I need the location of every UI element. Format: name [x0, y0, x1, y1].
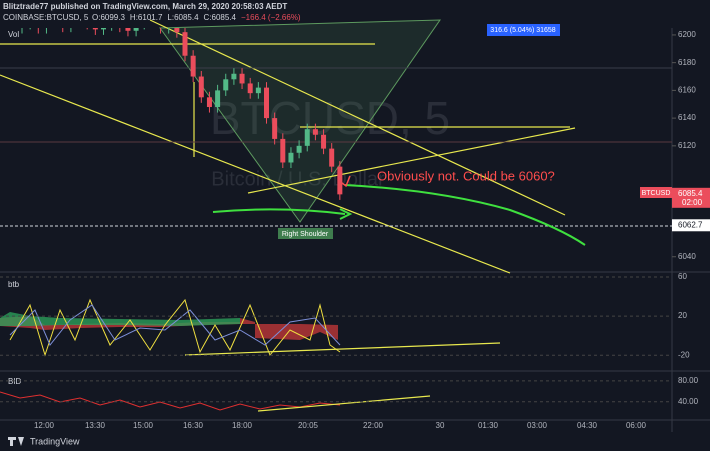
candle-body — [304, 129, 310, 146]
volume-label: Vol — [8, 30, 19, 39]
candle-body — [280, 138, 286, 163]
candle-body — [198, 76, 204, 98]
published-line: Blitztrade77 published on TradingView.co… — [3, 2, 287, 11]
indicator-axes: 6200 6180 6160 6140 6120 6040 60 20 -20 80.00 40.0… — [0, 30, 699, 406]
countdown: 02:00 — [682, 198, 703, 207]
triangle-drawing — [159, 19, 441, 223]
time-label: 20:05 — [298, 421, 319, 430]
time-label: 12:00 — [34, 421, 55, 430]
projection-curve — [344, 184, 586, 246]
annotation: Obviously not. Could be 6060? — [377, 168, 555, 183]
time-label: 30 — [436, 421, 445, 430]
symbol-title: COINBASE:BTCUSD, 5 — [3, 13, 89, 22]
candle-body — [133, 28, 139, 31]
candle-body — [174, 28, 180, 33]
candle-body — [223, 79, 229, 91]
candle-body — [288, 152, 294, 163]
candle-body — [255, 87, 261, 94]
price-tag-box — [672, 219, 710, 232]
candle-body — [264, 87, 269, 119]
time-label: 22:00 — [363, 421, 384, 430]
y-tick-label: 6180 — [678, 58, 696, 67]
quote-value: L:6085.4 — [167, 13, 199, 22]
trend-line — [257, 395, 431, 412]
time-label: 15:00 — [133, 421, 154, 430]
y-tick-label: -20 — [678, 350, 690, 359]
y-tick-label: 6160 — [678, 85, 696, 94]
candle-body — [92, 28, 98, 30]
logo-text: TradingView — [30, 436, 80, 446]
candle-body — [247, 83, 253, 94]
candles — [21, 28, 343, 200]
y-tick-label: 6040 — [678, 252, 696, 261]
trend-line — [0, 74, 511, 274]
time-label: 03:00 — [527, 421, 548, 430]
measure-box — [487, 24, 560, 36]
signal-line — [9, 304, 341, 346]
trend-line — [149, 19, 566, 216]
y-tick-label: 20 — [678, 311, 687, 320]
candle-body — [296, 145, 302, 153]
pattern-label: Right Shoulder — [282, 231, 329, 238]
price-tag-box — [672, 187, 710, 208]
symbol-tag-box — [640, 187, 672, 198]
time-label: 01:30 — [478, 421, 499, 430]
histogram-area — [0, 316, 338, 340]
candle-body — [312, 129, 318, 135]
arrow-curve — [212, 208, 346, 215]
measure-label: 316.6 (5.04%) 31658 — [490, 27, 555, 34]
time-axis: 12:00 13:30 15:00 16:30 18:00 20:05 22:00 30 01:… — [34, 421, 647, 430]
candle-body — [101, 28, 106, 30]
time-label: 16:30 — [183, 421, 204, 430]
y-tick-label: 6140 — [678, 113, 696, 122]
bid-line — [0, 391, 341, 411]
candle-body — [231, 73, 237, 80]
time-label: 04:30 — [577, 421, 598, 430]
arrow-head — [339, 208, 353, 220]
label-box — [278, 228, 333, 239]
candle-body — [239, 73, 245, 84]
time-label: 13:30 — [85, 421, 106, 430]
candle-body — [206, 97, 212, 108]
price-tags: 6085.402:00 6062.7 — [672, 187, 710, 232]
y-tick-label: 60 — [678, 272, 687, 281]
price-tag: 6085.4 — [678, 189, 703, 198]
quote-value: O:6099.3 — [92, 13, 125, 22]
trend-line — [184, 342, 501, 356]
y-tick-label: 40.00 — [678, 397, 699, 406]
indicator-name: btb — [8, 280, 20, 289]
candle-body — [329, 148, 335, 167]
symbol-tag: BTCUSD — [642, 190, 671, 197]
candle-body — [125, 28, 131, 31]
time-label: 06:00 — [626, 421, 647, 430]
histogram-area — [0, 312, 240, 326]
quote-value: −166.4 (−2.66%) — [241, 13, 301, 22]
trend-line — [247, 127, 576, 194]
candle-body — [182, 32, 188, 56]
y-tick-label: 6200 — [678, 30, 696, 39]
quote-value: H:6101.7 — [130, 13, 163, 22]
time-label: 18:00 — [232, 421, 253, 430]
y-tick-label: 80.00 — [678, 376, 699, 385]
quote: O:6099.3 H:6101.7 L:6085.4 C:6085.4 −166.4 (… — [92, 13, 301, 22]
price-tag: 6062.7 — [678, 220, 703, 229]
quote-value: C:6085.4 — [204, 13, 237, 22]
candle-body — [190, 55, 196, 77]
candle-body — [337, 166, 343, 195]
watermark: BTCUSD, 5 — [210, 92, 450, 144]
oscillator-line — [9, 298, 341, 357]
logo-icon — [8, 437, 24, 446]
candle-body — [321, 134, 327, 149]
candle-body — [272, 118, 278, 139]
candle-body — [215, 90, 221, 108]
indicator-name: BID — [8, 377, 22, 386]
y-tick-label: 6120 — [678, 141, 696, 150]
